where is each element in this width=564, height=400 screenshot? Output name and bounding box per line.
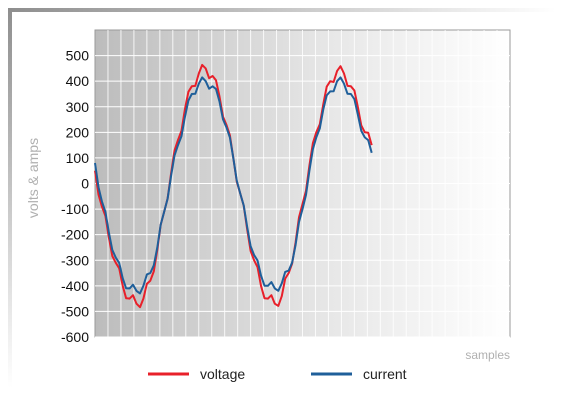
series-layer xyxy=(94,63,373,309)
y-axis-label: volts & amps xyxy=(25,138,41,218)
y-tick-label: 300 xyxy=(66,99,90,115)
y-tick-label: 200 xyxy=(66,124,90,140)
legend-voltage-label: voltage xyxy=(200,366,245,382)
y-tick-label: -500 xyxy=(61,303,89,319)
y-tick-label: 0 xyxy=(81,176,89,192)
y-tick-label: 500 xyxy=(66,48,90,64)
legend-current-label: current xyxy=(363,366,407,382)
y-axis-tick-labels: 500 400 300 200 100 0 -100 -200 -300 -400 -500 -600 xyxy=(61,48,89,345)
y-tick-label: 400 xyxy=(66,73,90,89)
series-line-current xyxy=(94,76,373,295)
y-tick-label: -100 xyxy=(61,201,89,217)
top-frame-bar xyxy=(8,8,556,12)
y-tick-label: 100 xyxy=(66,150,90,166)
y-tick-label: -600 xyxy=(61,329,89,345)
y-tick-label: -300 xyxy=(61,252,89,268)
y-tick-label: -400 xyxy=(61,278,89,294)
grid-lines xyxy=(95,30,510,338)
y-tick-label: -200 xyxy=(61,227,89,243)
legend: voltage current xyxy=(148,366,407,382)
left-frame-bar xyxy=(8,8,12,388)
x-axis-label: samples xyxy=(465,348,510,362)
